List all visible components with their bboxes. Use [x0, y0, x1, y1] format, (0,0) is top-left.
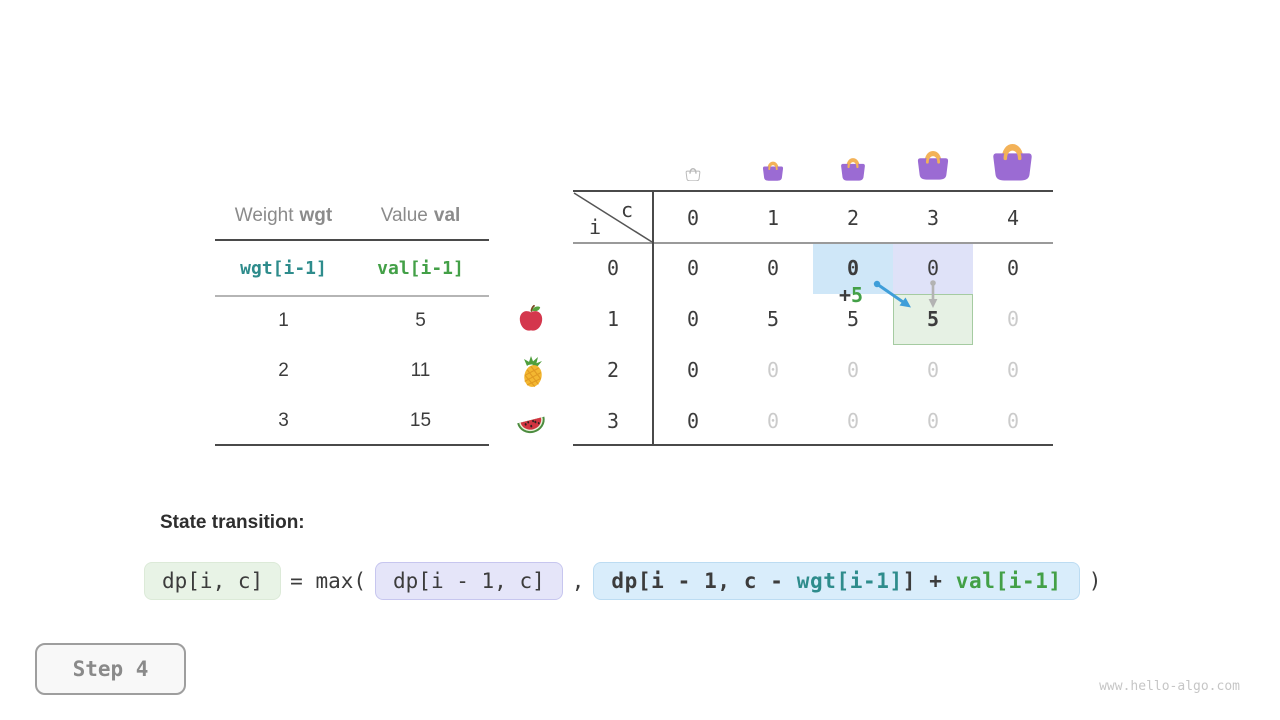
- dp-cell-1-4: 0: [1006, 307, 1020, 332]
- dp-cell-3-2: 0: [846, 408, 860, 433]
- col-variable-label: c: [620, 198, 633, 222]
- formula-option2-prefix: dp[i - 1, c -: [611, 569, 797, 593]
- dp-cell-0-1: 0: [766, 256, 780, 281]
- weight-label: Weight: [234, 204, 294, 226]
- dp-table-header-rule: [573, 242, 1053, 244]
- dp-col-header-2: 2: [846, 205, 860, 230]
- item-1-weight: 1: [278, 310, 289, 331]
- weight-code: wgt: [299, 204, 333, 226]
- formula-option1-box: dp[i - 1, c]: [375, 562, 563, 600]
- dp-col-header-4: 4: [1006, 205, 1020, 230]
- formula-close-paren: ): [1088, 569, 1102, 593]
- step-badge: Step 4: [35, 643, 186, 695]
- bag-capacity-2-icon: [839, 155, 867, 181]
- dp-row-header-3: 3: [606, 408, 620, 433]
- items-table: Weight wgt Value val wgt[i-1] val[i-1] 1…: [215, 190, 489, 446]
- dp-cell-1-1: 5: [766, 307, 780, 332]
- item-row-2: 2 11: [215, 346, 489, 396]
- dp-cell-0-0: 0: [686, 256, 700, 281]
- dp-col-header-3: 3: [926, 205, 940, 230]
- dp-cell-3-3: 0: [926, 408, 940, 433]
- dp-col-header-1: 1: [766, 205, 780, 230]
- state-transition-formula: dp[i, c] = max( dp[i - 1, c] , dp[i - 1,…: [144, 562, 1101, 600]
- apple-icon: [516, 303, 546, 333]
- dp-row-header-2: 2: [606, 357, 620, 382]
- items-table-header: Weight wgt Value val: [215, 190, 489, 241]
- item-2-weight: 2: [278, 360, 289, 381]
- bag-capacity-1-icon: [761, 159, 785, 181]
- dp-table-top-rule: [573, 190, 1053, 192]
- formula-separator: ,: [571, 569, 585, 593]
- item-2-value: 11: [410, 360, 431, 381]
- val-expression: val[i-1]: [377, 258, 464, 279]
- dp-cell-2-2: 0: [846, 357, 860, 382]
- dp-cell-3-4: 0: [1006, 408, 1020, 433]
- item-3-weight: 3: [278, 410, 289, 431]
- dp-cell-2-3: 0: [926, 357, 940, 382]
- weight-column-header: Weight wgt: [215, 190, 352, 241]
- dp-table: c i 0 1 2 3 4 0 0 0 0 0 0 1 0 5 5 5 0 2 …: [573, 192, 1053, 446]
- dp-cell-2-1: 0: [766, 357, 780, 382]
- item-row-1: 1 5: [215, 296, 489, 346]
- dp-col-header-0: 0: [686, 205, 700, 230]
- wgt-expression: wgt[i-1]: [240, 258, 327, 279]
- watermark: www.hello-algo.com: [1099, 679, 1240, 694]
- formula-lhs-box: dp[i, c]: [144, 562, 282, 600]
- dp-row-header-0: 0: [606, 256, 620, 281]
- formula-option2-wgt: wgt[i-1]: [796, 569, 903, 593]
- empty-bag-icon: [685, 166, 701, 182]
- items-table-bottom-rule: [215, 444, 489, 446]
- dp-cell-2-4: 0: [1006, 357, 1020, 382]
- value-column-header: Value val: [352, 190, 489, 241]
- dp-cell-1-3: 5: [893, 293, 973, 345]
- dp-cell-1-0: 0: [686, 307, 700, 332]
- dp-table-vertical-rule: [652, 190, 654, 446]
- dp-row-header-1: 1: [606, 307, 620, 332]
- watermelon-icon: [514, 406, 548, 438]
- bag-capacity-4-icon: [990, 139, 1035, 181]
- added-value: 5: [851, 283, 864, 307]
- formula-option2-val: val[i-1]: [955, 569, 1062, 593]
- dp-corner-cell: c i: [573, 192, 653, 243]
- dp-cell-1-2: 5: [846, 307, 860, 332]
- dp-table-bottom-rule: [573, 444, 1053, 446]
- items-table-header-rule: [215, 239, 489, 241]
- dp-cell-2-0: 0: [686, 357, 700, 382]
- items-table-subheader: wgt[i-1] val[i-1]: [215, 241, 489, 296]
- pineapple-icon: [517, 354, 549, 390]
- item-1-value: 5: [415, 310, 426, 331]
- dp-cell-0-4: 0: [1006, 256, 1020, 281]
- formula-option2-infix: ] +: [902, 569, 956, 593]
- dp-cell-0-3: 0: [893, 243, 973, 294]
- value-code: val: [433, 204, 461, 226]
- plus-value-annotation: +5: [839, 283, 863, 307]
- item-3-value: 15: [409, 410, 432, 431]
- items-table-subheader-rule: [215, 295, 489, 297]
- plus-sign: +: [839, 283, 852, 307]
- value-label: Value: [380, 204, 428, 226]
- row-variable-label: i: [589, 215, 602, 239]
- formula-operator: = max(: [290, 569, 367, 593]
- state-transition-label: State transition:: [160, 512, 305, 533]
- dp-cell-3-1: 0: [766, 408, 780, 433]
- formula-option2-box: dp[i - 1, c - wgt[i-1]] + val[i-1]: [593, 562, 1080, 600]
- bag-capacity-3-icon: [915, 147, 951, 180]
- item-row-3: 3 15: [215, 396, 489, 446]
- dp-cell-3-0: 0: [686, 408, 700, 433]
